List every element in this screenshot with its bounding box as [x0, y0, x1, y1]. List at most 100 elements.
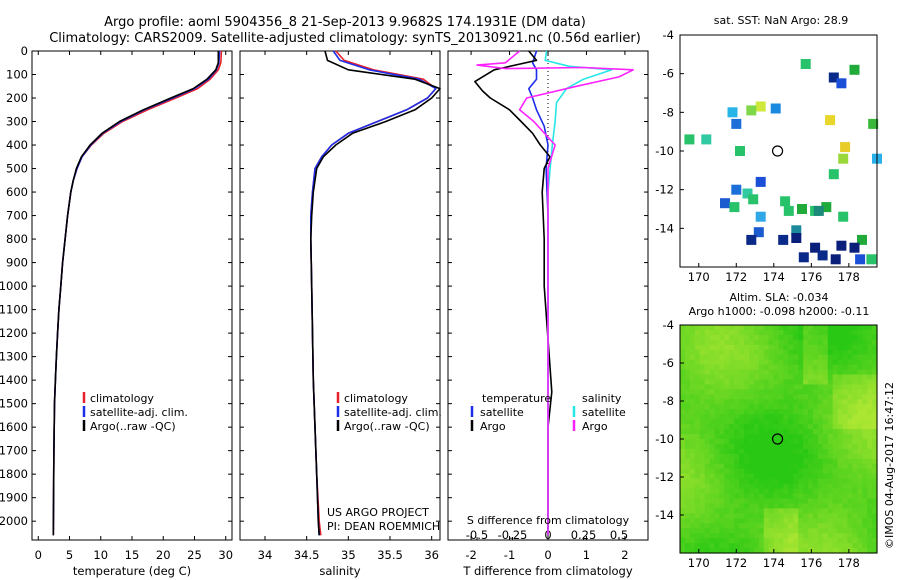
sla-heatmap-cell — [748, 349, 755, 356]
sla-heatmap-cell — [867, 498, 873, 505]
sla-heatmap-cell — [684, 349, 691, 356]
legend-label-temp-satellite: satellite — [480, 406, 524, 419]
sla-heatmap-cell — [753, 493, 760, 500]
sla-heatmap-cell — [714, 503, 720, 509]
sla-heatmap-cell — [842, 503, 849, 509]
sla-heatmap-cell — [812, 548, 819, 554]
sla-heatmap-cell — [788, 458, 794, 465]
sla-heatmap-cell — [783, 414, 789, 420]
sla-heatmap-cell — [817, 498, 824, 505]
sla-heatmap-cell — [857, 414, 863, 420]
sla-heatmap-cell — [734, 439, 740, 445]
sla-heatmap-cell — [689, 448, 696, 455]
sla-heatmap-cell — [812, 329, 819, 336]
sla-heatmap-cell — [808, 379, 814, 386]
sla-heatmap-cell — [812, 498, 819, 505]
sst-observation-square — [866, 254, 877, 265]
x-tick-label: -2 — [465, 548, 476, 562]
depth-tick-label: 1800 — [0, 467, 28, 481]
sla-heatmap-cell — [817, 354, 824, 361]
sla-heatmap-cell — [734, 543, 740, 549]
sla-heatmap-cell — [773, 508, 780, 514]
sla-heatmap-cell — [778, 419, 785, 425]
sla-heatmap-cell — [719, 483, 725, 490]
sla-heatmap-cell — [862, 424, 868, 430]
sla-heatmap-cell — [684, 463, 691, 470]
sla-heatmap-cell — [753, 473, 760, 480]
sla-heatmap-cell — [832, 488, 839, 495]
sla-heatmap-cell — [748, 369, 755, 376]
sla-heatmap-cell — [798, 518, 804, 524]
difference-legend: temperature satellite Argo salinity sate… — [470, 392, 626, 433]
sla-heatmap-cell — [788, 424, 794, 430]
sla-heatmap-cell — [763, 374, 770, 381]
sla-heatmap-cell — [832, 409, 839, 415]
sla-heatmap-cell — [704, 503, 711, 509]
sla-heatmap-cell — [783, 344, 789, 351]
sla-heatmap-cell — [837, 374, 844, 381]
sla-heatmap-cell — [753, 325, 760, 331]
sla-heatmap-cell — [847, 434, 853, 440]
sla-heatmap-cell — [788, 453, 794, 460]
sla-heatmap-cell — [734, 394, 740, 400]
sla-heatmap-cell — [689, 533, 696, 539]
sst-observation-square — [828, 72, 839, 83]
sla-heatmap-cell — [753, 528, 760, 534]
sla-heatmap-cell — [758, 488, 765, 495]
sla-heatmap-cell — [788, 463, 794, 470]
sla-heatmap-cell — [793, 334, 799, 341]
sla-heatmap-cell — [768, 379, 775, 386]
sla-heatmap-cell — [847, 478, 853, 485]
sla-heatmap-cell — [867, 443, 873, 450]
sla-heatmap-cell — [857, 354, 863, 361]
sla-heatmap-cell — [852, 419, 858, 425]
sla-heatmap-cell — [812, 409, 819, 415]
sla-heatmap-cell — [793, 533, 799, 539]
sla-heatmap-cell — [778, 518, 785, 524]
sla-heatmap-cell — [788, 374, 794, 381]
sla-heatmap-cell — [724, 483, 730, 490]
sla-heatmap-cell — [808, 325, 814, 331]
sla-heatmap-cell — [857, 329, 863, 336]
sla-heatmap-cell — [739, 548, 745, 554]
sla-heatmap-cell — [832, 463, 839, 470]
sla-heatmap-cell — [798, 344, 804, 351]
sla-heatmap-cell — [842, 513, 849, 519]
sla-heatmap-cell — [734, 483, 740, 490]
sla-heatmap-cell — [724, 429, 730, 435]
sla-heatmap-cell — [724, 543, 730, 549]
sla-heatmap-cell — [734, 329, 740, 336]
sla-heatmap-cell — [842, 354, 849, 361]
sla-heatmap-cell — [753, 548, 760, 554]
sla-heatmap-cell — [724, 379, 730, 386]
sla-heatmap-cell — [872, 468, 878, 475]
sla-heatmap-cell — [684, 543, 691, 549]
sla-heatmap-cell — [827, 448, 834, 455]
sla-heatmap-cell — [852, 359, 858, 366]
x-tick-label: 10 — [93, 548, 108, 562]
sla-heatmap-cell — [719, 508, 725, 514]
sla-heatmap-cell — [763, 518, 770, 524]
sla-heatmap-cell — [852, 453, 858, 460]
sla-heatmap-cell — [842, 334, 849, 341]
sla-heatmap-cell — [847, 354, 853, 361]
sla-heatmap-cell — [788, 399, 794, 405]
sla-heatmap-cell — [822, 463, 829, 470]
sla-heatmap-cell — [773, 463, 780, 470]
difference-depth-ticks — [448, 50, 648, 522]
sla-heatmap-cell — [812, 364, 819, 371]
sla-heatmap-cell — [699, 334, 706, 341]
sla-heatmap-cell — [867, 508, 873, 514]
sla-heatmap-cell — [684, 518, 691, 524]
sla-heatmap-cell — [847, 369, 853, 376]
sla-heatmap-cell — [704, 468, 711, 475]
sla-heatmap-cell — [773, 359, 780, 366]
sla-heatmap-cell — [748, 443, 755, 450]
sla-heatmap-cell — [812, 508, 819, 514]
sla-heatmap-cell — [729, 458, 735, 465]
sla-heatmap-cell — [684, 329, 691, 336]
sla-heatmap-cell — [798, 414, 804, 420]
sla-heatmap-cell — [734, 344, 740, 351]
sla-heatmap-cell — [778, 448, 785, 455]
